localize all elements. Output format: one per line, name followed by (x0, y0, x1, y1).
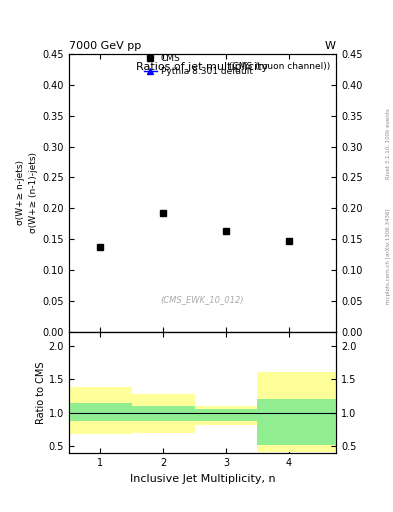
Text: mcplots.cern.ch [arXiv:1306.3436]: mcplots.cern.ch [arXiv:1306.3436] (386, 208, 391, 304)
Text: Ratios of jet multiplicity: Ratios of jet multiplicity (136, 62, 268, 72)
CMS (286, 238, 291, 244)
Y-axis label: σ(W+≥ n-jets)
σ(W+≥ (n-1)-jets): σ(W+≥ n-jets) σ(W+≥ (n-1)-jets) (16, 153, 38, 233)
CMS (98, 244, 103, 250)
Line: CMS: CMS (97, 210, 292, 250)
CMS (161, 210, 165, 217)
Text: Rivet 3.1.10, 100k events: Rivet 3.1.10, 100k events (386, 108, 391, 179)
X-axis label: Inclusive Jet Multiplicity, n: Inclusive Jet Multiplicity, n (130, 474, 275, 483)
CMS (224, 228, 228, 234)
Text: 7000 GeV pp: 7000 GeV pp (69, 41, 141, 51)
Y-axis label: Ratio to CMS: Ratio to CMS (36, 361, 46, 424)
Legend: CMS, Pythia 8.301 default: CMS, Pythia 8.301 default (143, 54, 253, 76)
Text: (CMS_EWK_10_012): (CMS_EWK_10_012) (161, 295, 244, 304)
Text: (CMS (muon channel)): (CMS (muon channel)) (230, 62, 331, 71)
Text: W: W (325, 41, 336, 51)
